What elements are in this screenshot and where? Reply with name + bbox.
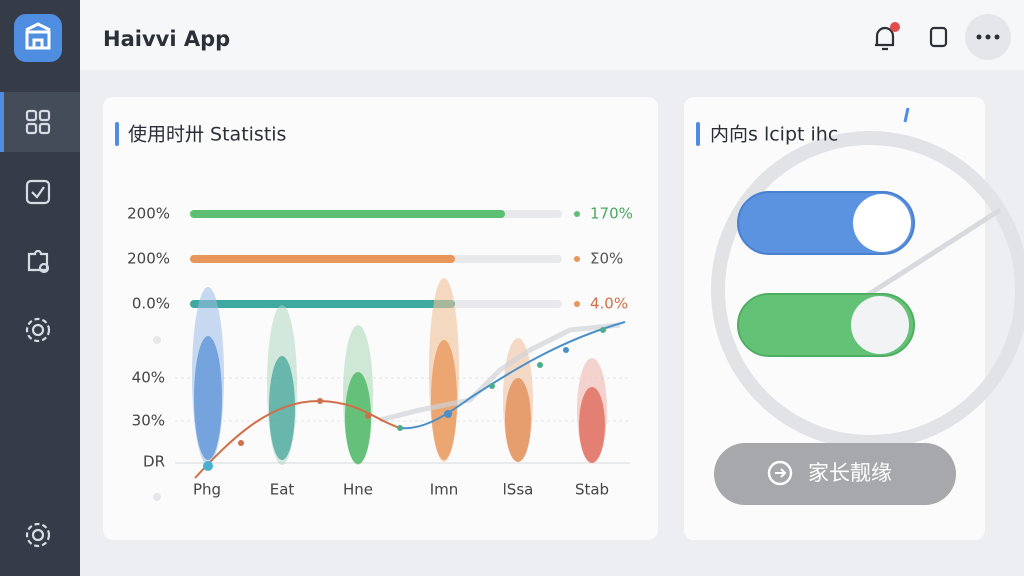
progress-right-label: 4.0% [590, 295, 628, 313]
notification-badge [890, 22, 900, 32]
category-label: Hne [343, 481, 373, 499]
progress-fill [190, 210, 505, 218]
button-arrow [775, 468, 787, 478]
nav-settings[interactable] [25, 317, 51, 343]
dial-ring [711, 131, 1024, 449]
nav-settings-bottom[interactable] [25, 522, 51, 548]
toggle-knob [853, 194, 911, 252]
dial-mark [903, 107, 910, 123]
trend-line [194, 399, 401, 479]
button-icon [767, 460, 793, 486]
dot [574, 211, 580, 217]
category-label: Eat [270, 481, 295, 499]
logo-icon [25, 22, 51, 50]
progress-fill [190, 255, 455, 263]
progress-fill [190, 300, 455, 308]
sidebar [0, 0, 80, 576]
nav-indicator [0, 92, 4, 152]
toggle-knob [851, 296, 909, 354]
grid [175, 377, 630, 464]
shadow-line [379, 322, 621, 423]
axis-label: 40% [132, 369, 165, 387]
trend-line [399, 321, 626, 430]
line-points [238, 398, 371, 446]
progress-left-label: 200% [127, 250, 170, 268]
category-label: Phg [193, 481, 221, 499]
device-icon[interactable] [929, 26, 948, 48]
nav-dashboard[interactable] [25, 109, 51, 135]
nav-apps[interactable] [27, 249, 50, 274]
axis-dot [153, 336, 161, 344]
parent-button[interactable] [714, 443, 956, 505]
stats-card [103, 97, 658, 540]
logo[interactable] [14, 14, 62, 62]
axis-label: 30% [132, 412, 165, 430]
top-bar [80, 0, 1024, 70]
axis-label: DR [143, 453, 165, 471]
progress-left-label: 200% [127, 205, 170, 223]
dot [574, 301, 580, 307]
more-dots [976, 34, 1000, 40]
axis-dot [153, 493, 161, 501]
nav-tasks[interactable] [25, 179, 51, 205]
dot [574, 256, 580, 262]
nav-active[interactable] [0, 92, 80, 152]
bell-icon[interactable] [875, 26, 895, 51]
dial-needle [858, 207, 1002, 303]
title-accent [115, 122, 119, 146]
progress-right-label: Σ0% [590, 250, 623, 268]
line-points [397, 327, 606, 431]
category-label: Imn [430, 481, 459, 499]
category-label: Stab [575, 481, 609, 499]
line-start [203, 461, 213, 471]
progress-left-label: 0.0% [132, 295, 170, 313]
app-title: Haivvi App [103, 27, 230, 51]
bubbles [192, 278, 607, 465]
button-label: 家长靓缘 [808, 461, 892, 485]
category-label: lSsa [503, 481, 534, 499]
stats-title: 使用时卅 Statistis [128, 124, 286, 146]
title-accent [696, 122, 700, 146]
control-title: 内向s lcipt ihc [710, 124, 838, 146]
progress-right-label: 170% [590, 205, 633, 223]
